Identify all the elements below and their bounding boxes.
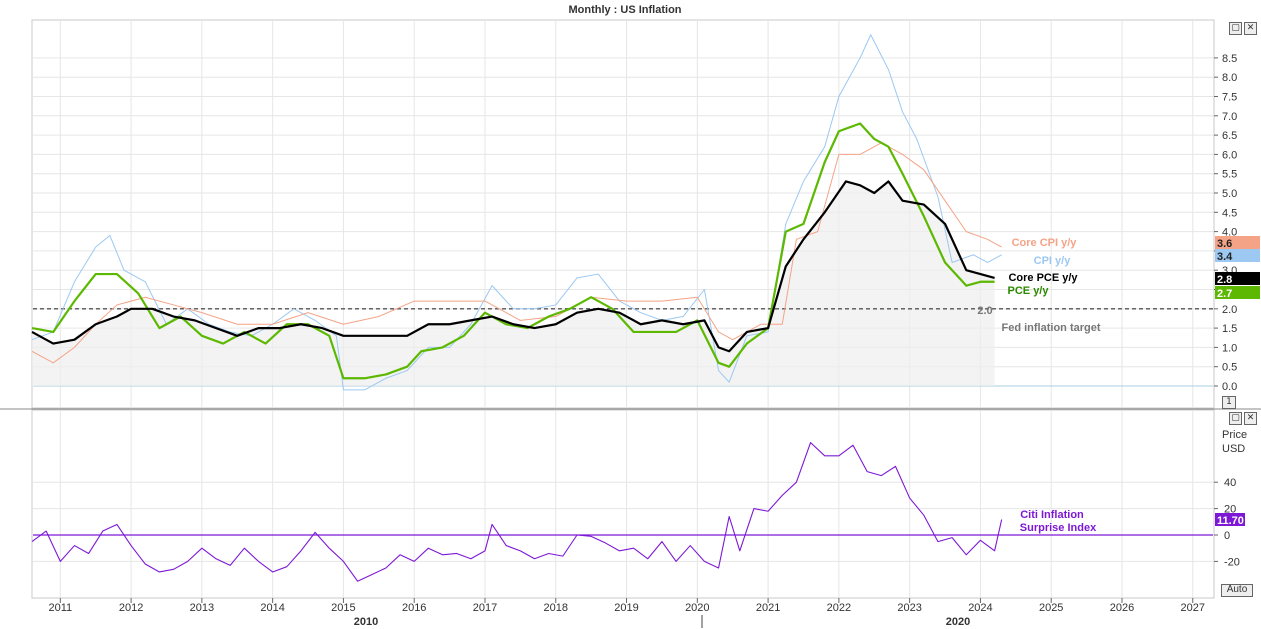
bottom-price-header: Price (1222, 429, 1247, 441)
series-label-pce-y-y: PCE y/y (1008, 285, 1050, 297)
x-tick-label: 2021 (756, 602, 780, 614)
series-label-cpi-y-y: CPI y/y (1034, 255, 1072, 267)
x-tick-label: 2026 (1110, 602, 1134, 614)
x-tick-label: 2023 (897, 602, 921, 614)
y-tick-label-top: 6.0 (1222, 149, 1237, 161)
top-panel-corner-button[interactable]: 1 (1222, 396, 1236, 409)
series-line-citi-inflation-surprise (31, 442, 1003, 582)
target-value-label: 2.0 (977, 305, 992, 317)
x-tick-label: 2011 (48, 602, 72, 614)
bottom-panel-frame (31, 409, 1215, 599)
series-line-pce-y-y (31, 122, 995, 380)
auto-scale-button[interactable]: Auto (1221, 584, 1253, 597)
y-tick-label-top: 1.5 (1222, 323, 1237, 335)
x-tick-label: 2016 (402, 602, 426, 614)
chart-title: Monthly : US Inflation (568, 4, 681, 16)
bottom-grid (33, 411, 1213, 597)
x-tick-label: 2015 (331, 602, 355, 614)
y-tick-label-bottom: 20 (1224, 504, 1236, 516)
x-tick-label: 2020 (685, 602, 709, 614)
last-value-box-cpi-y-y (1215, 249, 1260, 262)
x-tick-label: 2012 (119, 602, 143, 614)
y-tick-label-top: 5.0 (1222, 188, 1237, 200)
x-tick-label: 2017 (473, 602, 497, 614)
target-caption: Fed inflation target (1002, 322, 1101, 334)
last-value-pce-y-y: 2.7 (1217, 288, 1232, 300)
series-label-core-pce-y-y: Core PCE y/y (1008, 272, 1078, 284)
top-restore-button[interactable]: ▢ (1229, 22, 1242, 35)
x-tick-label: 2024 (968, 602, 992, 614)
y-tick-label-top: 7.5 (1222, 92, 1237, 104)
y-tick-label-top: 4.0 (1222, 227, 1237, 239)
bottom-close-button[interactable]: ✕ (1244, 412, 1257, 425)
x-era-label-2020: 2020 (946, 616, 970, 628)
y-tick-label-top: 0.5 (1222, 362, 1237, 374)
y-tick-label-bottom: 40 (1224, 477, 1236, 489)
x-tick-label: 2025 (1039, 602, 1063, 614)
last-value-cpi-y-y: 3.4 (1217, 251, 1233, 263)
top-close-button[interactable]: ✕ (1244, 22, 1257, 35)
x-tick-label: 2014 (260, 602, 284, 614)
x-tick-label: 2018 (544, 602, 568, 614)
citi-last-value-box (1215, 513, 1245, 526)
y-tick-label-top: 1.0 (1222, 342, 1237, 354)
last-value-box-core-pce-y-y (1215, 272, 1260, 285)
series-labels: CPI y/y 3.4 Core CPI y/y 3.6 Core PCE y/y 2.8… (1008, 236, 1260, 300)
x-axis: 2011 2012 2013 2014 2015 2016 2017 2018 2019 2020… (48, 598, 1205, 614)
y-tick-label-bottom: -20 (1224, 556, 1240, 568)
y-tick-label-top: 8.0 (1222, 72, 1237, 84)
last-value-core-cpi-y-y: 3.6 (1217, 238, 1232, 250)
citi-last-value: 11.70 (1217, 515, 1244, 527)
y-tick-label-top: 2.0 (1222, 304, 1237, 316)
series-line-core-pce-y-y (31, 180, 995, 353)
x-tick-label: 2027 (1181, 602, 1205, 614)
top-y-axis: 0.00.51.01.52.02.53.03.54.04.55.05.56.06… (1214, 53, 1237, 393)
y-tick-label-top: 7.0 (1222, 111, 1237, 123)
y-tick-label-top: 0.0 (1222, 381, 1237, 393)
y-tick-label-bottom: 0 (1224, 530, 1230, 542)
bottom-currency-label: USD (1222, 443, 1245, 455)
y-tick-label-top: 4.5 (1222, 207, 1237, 219)
citi-label-line2: Surprise Index (1020, 522, 1097, 534)
x-tick-label: 2019 (614, 602, 638, 614)
bottom-y-axis: -20 0 20 40 (1214, 477, 1240, 568)
series-label-core-cpi-y-y: Core CPI y/y (1012, 237, 1078, 249)
y-tick-label-top: 5.5 (1222, 169, 1237, 181)
citi-label-line1: Citi Inflation (1020, 509, 1084, 521)
series-line-cpi-y-y (31, 34, 1002, 391)
last-value-core-pce-y-y: 2.8 (1217, 274, 1232, 286)
y-tick-label-top: 8.5 (1222, 53, 1237, 65)
x-era-label-2010: 2010 (354, 616, 378, 628)
y-tick-label-top: 6.5 (1222, 130, 1237, 142)
bottom-restore-button[interactable]: ▢ (1229, 412, 1242, 425)
bottom-panel-series (31, 442, 1213, 582)
x-tick-label: 2022 (827, 602, 851, 614)
last-value-box-core-cpi-y-y (1215, 236, 1260, 249)
last-value-box-pce-y-y (1215, 286, 1260, 299)
top-panel-series (31, 34, 1213, 391)
x-tick-label: 2013 (190, 602, 214, 614)
